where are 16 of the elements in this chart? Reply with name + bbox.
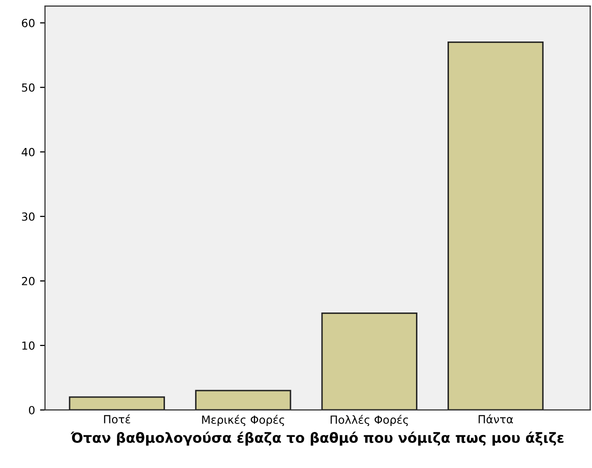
x-tick-label: Πολλές Φορές: [330, 414, 408, 426]
x-tick-label: Μερικές Φορές: [202, 414, 284, 426]
y-tick-label: 0: [28, 406, 35, 414]
y-tick-label: 30: [22, 212, 35, 221]
y-tick-label: 20: [22, 276, 35, 286]
bar: [448, 42, 544, 410]
bar: [321, 312, 418, 410]
bar: [68, 396, 165, 410]
x-tick-label: Πάντα: [478, 414, 513, 424]
bar: [195, 390, 292, 410]
x-tick-label: Ποτέ: [104, 414, 130, 424]
y-tick-label: 10: [22, 341, 35, 350]
y-tick-label: 40: [22, 148, 35, 156]
y-tick-label: 50: [22, 83, 35, 92]
y-tick-label: 60: [22, 18, 35, 28]
x-axis-title: Όταν βαθμολογούσα έβαζα το βαθμό που νόμιζα πως μου άξιζε: [70, 432, 564, 446]
